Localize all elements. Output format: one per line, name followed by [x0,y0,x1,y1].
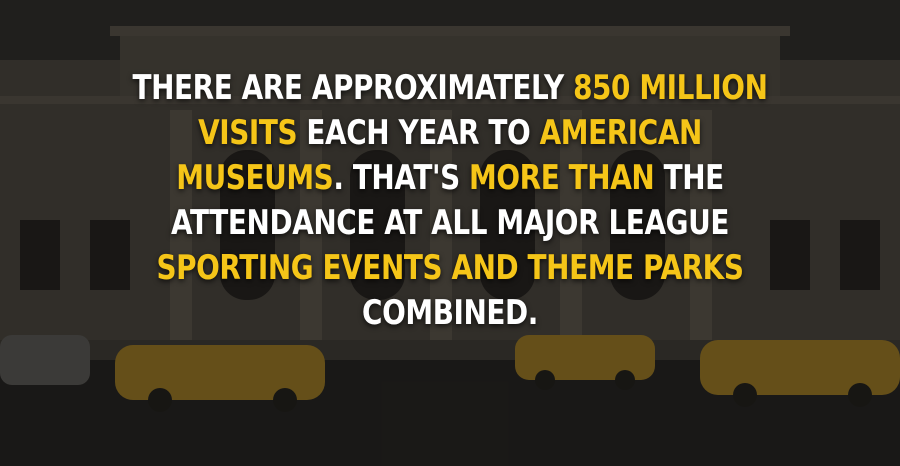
caption-highlight-text: MUSEUMS [176,158,334,198]
caption-highlight-text: AMERICAN [539,113,703,153]
caption-text: EACH YEAR TO [297,113,540,153]
caption-line: VISITS EACH YEAR TO AMERICAN [130,111,770,156]
caption-line: THERE ARE APPROXIMATELY 850 MILLION [130,66,770,111]
caption-highlight-text: VISITS [198,113,298,153]
caption-line: COMBINED. [130,291,770,336]
caption-line: MUSEUMS. THAT'S MORE THAN THE [130,156,770,201]
caption-line: SPORTING EVENTS AND THEME PARKS [130,246,770,291]
fact-caption: THERE ARE APPROXIMATELY 850 MILLION VISIT… [130,66,770,336]
caption-text: THE [654,158,725,198]
caption-line: ATTENDANCE AT ALL MAJOR LEAGUE [130,201,770,246]
caption-highlight-text: SPORTING EVENTS AND THEME PARKS [156,248,744,288]
caption-highlight-text: MORE THAN [469,158,655,198]
caption-highlight-text: 850 MILLION [573,68,768,108]
caption-text: . THAT'S [333,158,470,198]
caption-text: ATTENDANCE AT ALL MAJOR LEAGUE [171,203,729,243]
caption-text: COMBINED. [362,293,538,333]
caption-text: THERE ARE APPROXIMATELY [132,68,574,108]
